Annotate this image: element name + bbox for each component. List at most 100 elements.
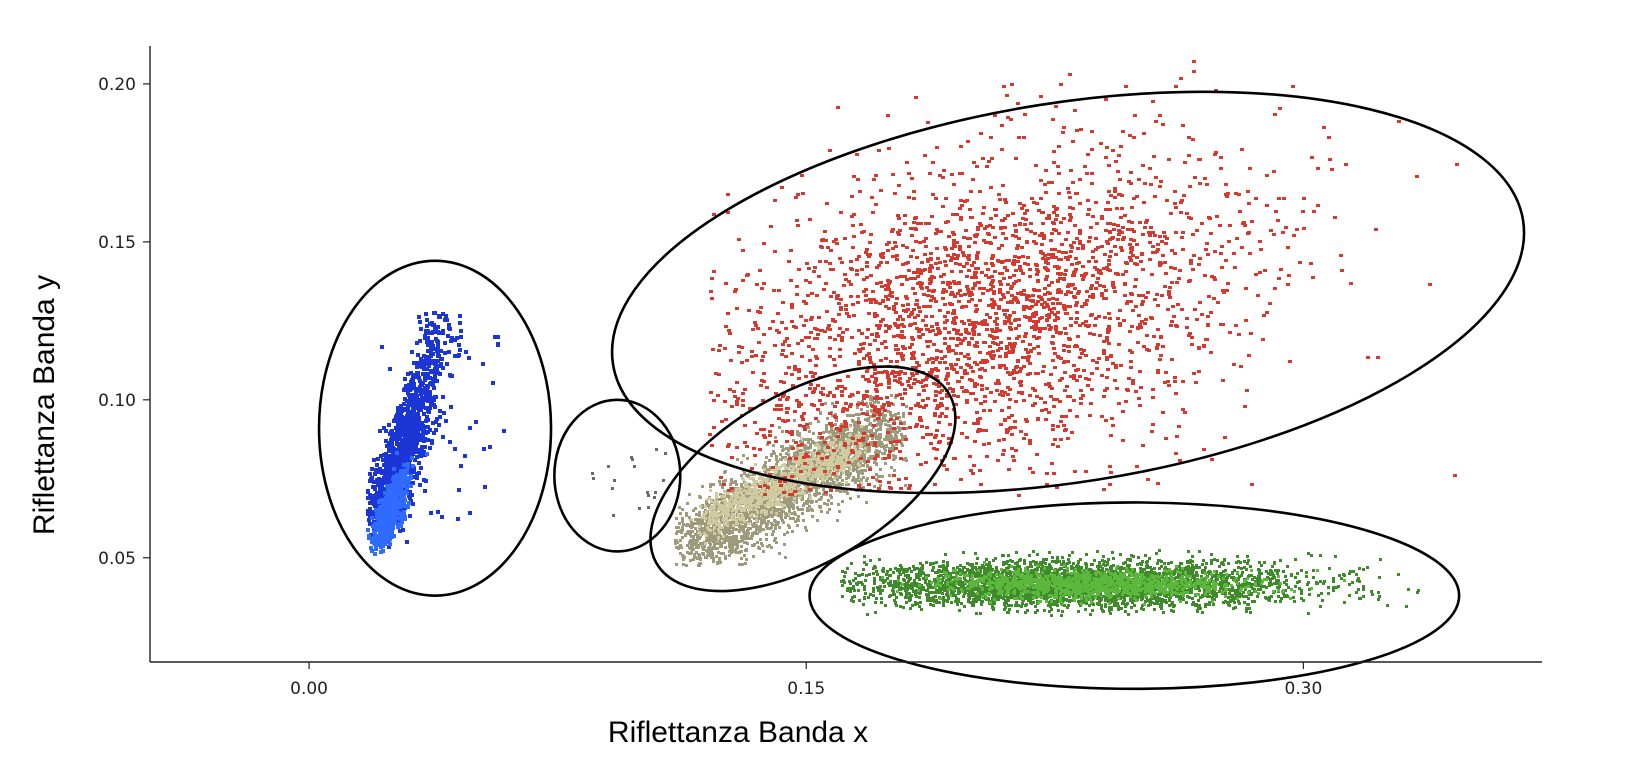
blue-cluster-point xyxy=(411,464,415,468)
blue-cluster-point xyxy=(411,481,415,485)
beige-cluster-point xyxy=(840,472,843,475)
beige-cluster-point xyxy=(866,477,869,480)
beige-cluster-point xyxy=(773,539,776,542)
beige-cluster-point xyxy=(701,504,704,507)
beige-cluster-point xyxy=(755,480,758,483)
beige-cluster-point xyxy=(840,442,843,445)
beige-cluster-point xyxy=(699,496,702,499)
beige-cluster-point xyxy=(719,498,722,501)
beige-cluster-point xyxy=(875,473,878,476)
beige-cluster-point xyxy=(867,435,870,438)
beige-cluster-point xyxy=(801,459,804,462)
beige-cluster-point xyxy=(798,494,801,497)
beige-cluster-point xyxy=(846,492,849,495)
beige-cluster-point xyxy=(852,467,855,470)
blue-cluster-point xyxy=(426,418,430,422)
beige-cluster-point xyxy=(883,438,886,441)
beige-cluster-point xyxy=(788,474,791,477)
beige-cluster-point xyxy=(880,408,883,411)
beige-cluster-point xyxy=(871,410,874,413)
beige-cluster-point xyxy=(894,431,897,434)
blue-cluster-point xyxy=(437,354,441,358)
blue-cluster-point xyxy=(410,493,414,497)
beige-cluster-point xyxy=(764,461,767,464)
beige-cluster-point xyxy=(839,490,842,493)
beige-cluster-point xyxy=(797,470,800,473)
beige-cluster-point xyxy=(702,552,705,555)
blue-cluster-point xyxy=(383,531,387,535)
blue-cluster-point xyxy=(415,424,419,428)
beige-cluster-point xyxy=(699,529,702,532)
beige-cluster-point xyxy=(704,525,707,528)
beige-cluster-point xyxy=(769,498,772,501)
beige-cluster-point xyxy=(706,516,709,519)
blue-cluster-point xyxy=(414,391,418,395)
blue-cluster-point xyxy=(425,318,429,322)
beige-cluster-point xyxy=(774,465,777,468)
beige-cluster-point xyxy=(785,447,788,450)
blue-cluster-point xyxy=(410,350,414,354)
beige-cluster-point xyxy=(812,454,815,457)
beige-cluster-point xyxy=(710,505,713,508)
beige-cluster-point xyxy=(694,527,697,530)
beige-cluster-point xyxy=(778,508,781,511)
beige-cluster-point xyxy=(797,519,800,522)
beige-cluster-point xyxy=(810,480,813,483)
beige-cluster-point xyxy=(740,545,743,548)
beige-cluster-point xyxy=(774,527,777,530)
blue-cluster-point xyxy=(377,470,381,474)
beige-cluster-point xyxy=(768,459,771,462)
blue-cluster-point xyxy=(405,451,409,455)
beige-cluster-point xyxy=(796,506,799,509)
blue-cluster-point xyxy=(428,331,432,335)
beige-cluster-point xyxy=(745,537,748,540)
beige-cluster-point xyxy=(701,516,704,519)
blue-cluster-point xyxy=(442,411,446,415)
blue-cluster-point xyxy=(434,428,438,432)
beige-cluster-point xyxy=(722,530,725,533)
blue-cluster-point xyxy=(413,438,417,442)
beige-cluster-point xyxy=(715,555,718,558)
beige-cluster-point xyxy=(725,510,728,513)
beige-cluster-point xyxy=(702,548,705,551)
beige-cluster-point xyxy=(722,541,725,544)
beige-cluster-point xyxy=(690,518,693,521)
blue-cluster-point xyxy=(428,446,432,450)
blue-cluster-point xyxy=(397,460,401,464)
beige-cluster-point xyxy=(680,546,683,549)
blue-cluster-point xyxy=(441,366,445,370)
blue-cluster-point xyxy=(378,514,382,518)
beige-cluster-point xyxy=(763,468,766,471)
blue-cluster-point xyxy=(453,447,457,451)
blue-cluster-point xyxy=(387,545,391,549)
beige-cluster-point xyxy=(801,492,804,495)
beige-cluster-point xyxy=(724,555,727,558)
beige-cluster-point xyxy=(892,454,895,457)
beige-cluster-point xyxy=(817,420,820,423)
beige-cluster-point xyxy=(866,410,869,413)
beige-cluster-point xyxy=(698,525,701,528)
beige-cluster-point xyxy=(733,541,736,544)
blue-cluster-point xyxy=(429,344,433,348)
blue-cluster-point xyxy=(407,494,411,498)
beige-cluster-point xyxy=(848,425,851,428)
beige-cluster-point xyxy=(879,475,882,478)
beige-cluster-point xyxy=(809,443,812,446)
beige-cluster-point xyxy=(720,528,723,531)
beige-cluster-point xyxy=(817,468,820,471)
blue-cluster-point xyxy=(405,471,409,475)
beige-cluster-point xyxy=(847,442,850,445)
beige-cluster-point xyxy=(771,468,774,471)
beige-cluster-point xyxy=(836,441,839,444)
beige-cluster-point xyxy=(811,474,814,477)
beige-cluster-point xyxy=(812,441,815,444)
beige-cluster-point xyxy=(698,537,701,540)
beige-cluster-point xyxy=(760,519,763,522)
beige-cluster-point xyxy=(788,508,791,511)
beige-cluster-point xyxy=(829,483,832,486)
beige-cluster-point xyxy=(735,520,738,523)
blue-cluster-point xyxy=(440,515,444,519)
beige-cluster-point xyxy=(722,537,725,540)
beige-cluster-point xyxy=(828,431,831,434)
beige-cluster-point xyxy=(837,503,840,506)
